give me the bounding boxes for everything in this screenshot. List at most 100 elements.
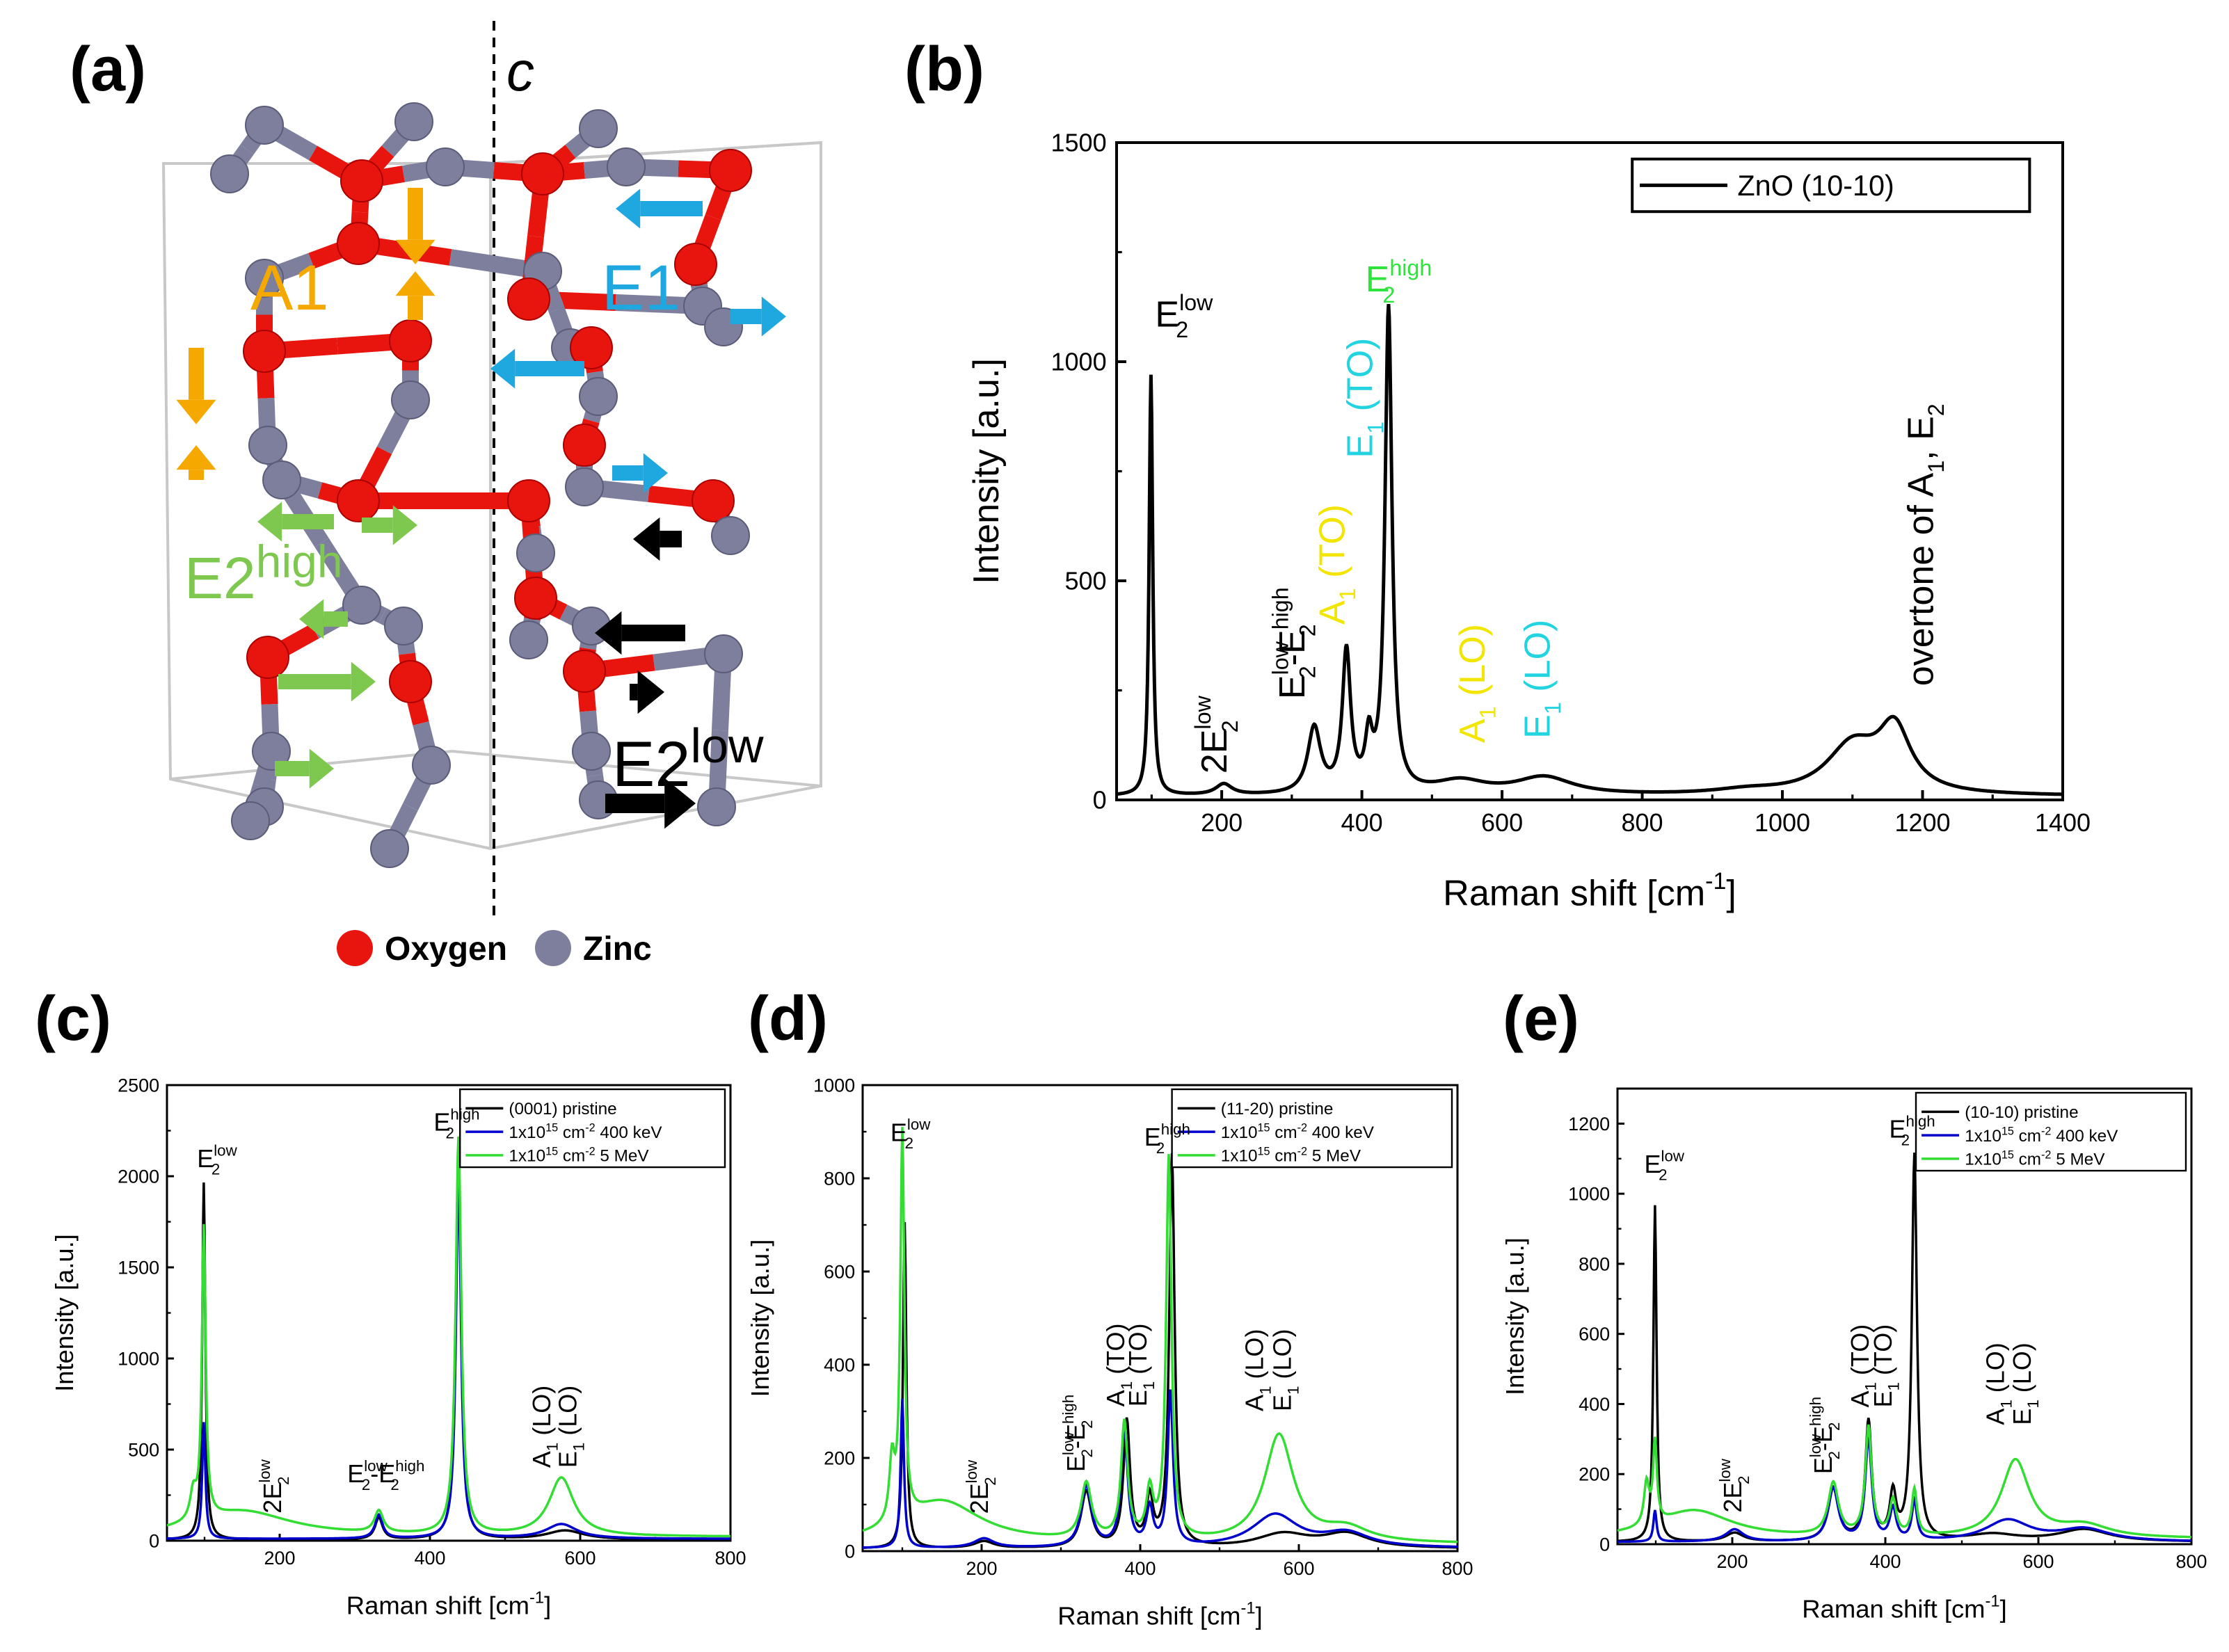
vibration-arrow [605, 778, 696, 829]
legend-sup: 15 [545, 1122, 558, 1134]
e2high-sup: high [256, 536, 343, 587]
zinc-atom [509, 620, 548, 659]
label-text: (TO) [1312, 504, 1352, 588]
label-base: A [1846, 1390, 1874, 1407]
zinc-atom [394, 102, 433, 141]
legend-box [1171, 1088, 1453, 1169]
x-axis-label-sup: -1 [1705, 868, 1726, 895]
zinc-atom [697, 787, 736, 826]
legend-text: cm [2014, 1127, 2041, 1146]
peak-label: Elow 2 [890, 1116, 931, 1152]
series-line [1617, 1436, 2191, 1543]
peak-label: 2Elow2 [1716, 1458, 1752, 1512]
peak-label: A1 (LO) [527, 1386, 561, 1468]
label-sub: 2 [211, 1161, 220, 1178]
legend-text: cm [1270, 1147, 1297, 1166]
panel-label-c: (c) [35, 984, 111, 1054]
chart-e: 200 400 600 800 0 200 400 600 800 1000 1200 Raman s… [1501, 1087, 2207, 1623]
mode-label-e2low: E2low [612, 719, 764, 800]
legend-text: 5 MeV [2051, 1150, 2105, 1169]
oxygen-atom [570, 326, 613, 369]
y-tick-label: 400 [824, 1354, 855, 1375]
label-base: E [433, 1108, 450, 1137]
zinc-atom [391, 380, 430, 419]
oxygen-atom [243, 330, 286, 373]
vibration-arrow [630, 670, 664, 714]
y-tick-label: 1200 [1568, 1114, 1610, 1134]
label-text: (LO) [1981, 1342, 2010, 1400]
panel-label-a: (a) [70, 35, 146, 104]
label-base: E [1341, 434, 1381, 458]
legend-label: (10-10) pristine [1965, 1103, 2078, 1122]
label-sub: 2 [1901, 1131, 1910, 1148]
peak-label: 2Elow2 [963, 1459, 999, 1514]
label-sub: 1 [2024, 1400, 2042, 1408]
label-sup: low [907, 1116, 931, 1133]
peak-label: Elow2-Ehigh2 [1060, 1395, 1096, 1472]
zinc-legend-label: Zinc [583, 931, 652, 968]
mode-label-a1: A1 [250, 252, 329, 323]
oxygen-atom [709, 149, 752, 192]
y-tick-label: 1000 [118, 1348, 159, 1369]
y-tick-label: 200 [824, 1447, 855, 1468]
label-sub: 2 [1735, 1476, 1752, 1484]
x-axis-label-sup: -1 [1241, 1599, 1256, 1617]
arrow-head [392, 505, 417, 545]
legend-label: 1x1015 cm-2 400 keV [509, 1122, 662, 1142]
x-axis-label-end: ] [2000, 1595, 2007, 1623]
oxygen-atom [514, 577, 557, 620]
label-sup: low [1268, 641, 1293, 675]
peak-label: E1 (LO) [2008, 1342, 2042, 1425]
chart-c: 200 400 600 800 0 500 1000 1500 2000 2500 Raman sh… [50, 1075, 746, 1619]
peak-label: A1 (TO) [1101, 1324, 1135, 1407]
y-tick-label: 1500 [118, 1257, 159, 1278]
arrow-head [395, 239, 436, 264]
label-sub: 2 [1156, 1139, 1165, 1157]
arrow-head [351, 661, 376, 702]
zinc-atom [412, 746, 451, 785]
x-tick-label: 1400 [2035, 808, 2091, 837]
legend-text: 1x10 [509, 1147, 545, 1166]
x-axis-label-end: ] [1726, 873, 1736, 913]
peak-label: A1 (LO) [1453, 624, 1501, 743]
chart-d: 200 400 600 800 0 200 400 600 800 1000 Raman shift… [746, 1075, 1473, 1630]
label-base: E [197, 1144, 214, 1173]
label-sub: 2 [982, 1477, 999, 1485]
label-base: E [2008, 1409, 2036, 1425]
chart-b: 200 400 600 800 1000 1200 1400 0 500 1000 1500 Rama… [966, 129, 2091, 914]
oxygen-atom [507, 278, 550, 321]
arrow-head [299, 599, 324, 639]
zinc-atom [248, 426, 287, 465]
peak-label: Elow2-Ehigh2 [1268, 587, 1320, 699]
peak-label: A1 (TO) [1846, 1324, 1880, 1408]
oxygen-atom [674, 243, 717, 286]
label-base: A [1240, 1395, 1269, 1411]
legend-text: (10-10) pristine [1965, 1103, 2078, 1122]
label-sub: 2 [1659, 1166, 1667, 1184]
zinc-atom [607, 147, 646, 186]
series-line [863, 1127, 1457, 1543]
y-tick-label: 500 [128, 1439, 159, 1460]
oxygen-atom [563, 424, 606, 467]
label-base: 2E [1718, 1482, 1747, 1513]
label-sub: 1 [1140, 1381, 1158, 1390]
label-sub: 2 [1217, 720, 1243, 732]
zinc-atom [579, 109, 618, 148]
mode-label-e2high: E2high [184, 536, 343, 611]
panel-label-b: (b) [904, 35, 984, 104]
label-text: overtone of A [1901, 472, 1942, 686]
peak-label: Elow2-Ehigh2 [1807, 1397, 1843, 1474]
label-sup: low [1179, 290, 1213, 315]
vibration-arrow [278, 661, 376, 702]
peak-label: E1 (LO) [1268, 1329, 1302, 1411]
y-tick-label: 400 [1579, 1394, 1610, 1415]
label-base: E [1062, 1455, 1090, 1472]
oxygen-atom [389, 319, 432, 362]
vibration-arrow [490, 348, 584, 389]
zinc-atom [704, 634, 743, 673]
vibration-arrow [730, 296, 786, 337]
label-base: A [1312, 600, 1352, 625]
legend-text: (11-20) pristine [1221, 1100, 1334, 1118]
x-tick-label: 800 [1622, 808, 1663, 837]
